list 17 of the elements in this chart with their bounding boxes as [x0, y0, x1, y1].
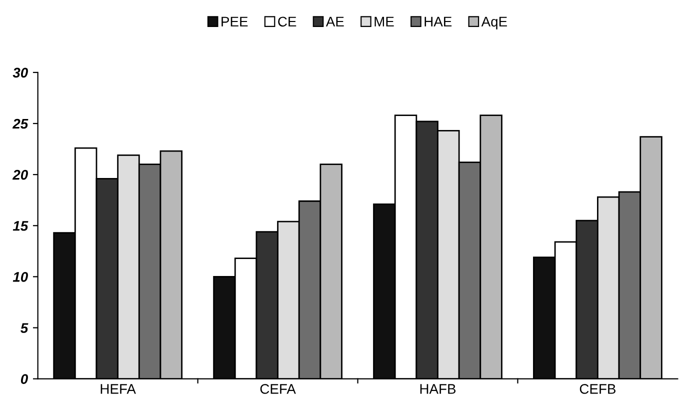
legend-label: CE — [278, 16, 296, 27]
y-tick-label: 0 — [20, 374, 28, 384]
y-tick-label: 30 — [12, 68, 28, 78]
legend-label: ME — [374, 16, 394, 26]
x-tick-label: HAFB — [420, 384, 456, 394]
legend-label: AE — [326, 16, 344, 26]
y-tick-label: 20 — [12, 170, 28, 180]
x-tick-label: CEFA — [260, 384, 296, 394]
x-tick-label: HEFA — [100, 384, 136, 394]
x-tick-label: CEFB — [580, 384, 616, 394]
y-tick-label: 5 — [20, 323, 28, 333]
legend-label: AqE — [481, 16, 507, 30]
y-tick-label: 10 — [12, 272, 28, 282]
legend-label: HAE — [424, 16, 452, 26]
legend-label: PEE — [222, 16, 248, 26]
y-tick-label: 15 — [12, 221, 28, 231]
y-tick-label: 25 — [12, 118, 28, 129]
